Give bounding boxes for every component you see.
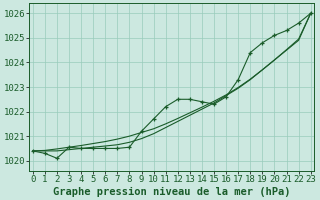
X-axis label: Graphe pression niveau de la mer (hPa): Graphe pression niveau de la mer (hPa) — [53, 186, 291, 197]
